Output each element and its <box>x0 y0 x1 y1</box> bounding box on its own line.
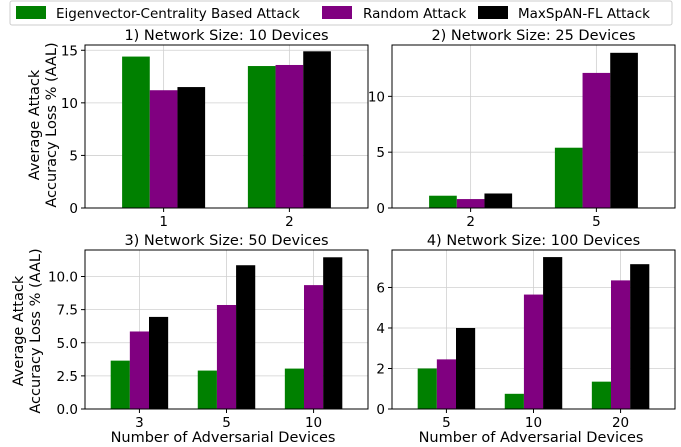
plot-frame <box>391 44 676 209</box>
bar-eigenvector-5 <box>554 147 583 208</box>
xlabel-right: Number of Adversarial Devices <box>419 430 644 446</box>
plot-frame <box>84 44 369 209</box>
bar-eigenvector-2 <box>247 66 276 208</box>
legend-label-random: Random Attack <box>363 6 466 22</box>
bar-maxspan-1 <box>177 87 206 208</box>
bar-random-20 <box>610 280 631 409</box>
legend-swatch-eigenvector <box>16 6 46 19</box>
bar-eigenvector-20 <box>591 381 611 409</box>
ytick-label: 7.5 <box>57 303 78 319</box>
bar-eigenvector-5 <box>417 368 437 409</box>
ytick-label: 2.5 <box>57 369 78 385</box>
bar-eigenvector-5 <box>197 370 217 409</box>
ytick-label: 5 <box>376 145 385 161</box>
bar-eigenvector-10 <box>504 393 524 409</box>
ytick-label: 4 <box>376 321 385 337</box>
bar-maxspan-2 <box>303 51 331 208</box>
panel-network-50: 0.0 2.5 5.0 7.5 10.0 3 5 10 3) Network Size: 50 … <box>48 233 369 431</box>
bar-maxspan-10 <box>543 257 563 409</box>
xtick-label: 2 <box>466 214 475 230</box>
ylabel-top: Average Attack Accuracy Loss % (AAL) <box>27 42 60 207</box>
legend: Eigenvector-Centrality Based Attack Rand… <box>9 0 673 26</box>
bar-random-10 <box>523 294 544 409</box>
xtick-label: 1 <box>159 214 168 230</box>
ytick-label: 5.0 <box>57 336 78 352</box>
ylabel-bottom: Average Attack Accuracy Loss % (AAL) <box>11 248 44 413</box>
bar-random-1 <box>149 90 178 208</box>
bar-random-10 <box>303 285 324 409</box>
panel-network-10: 0 5 10 15 1 2 1) Network Size: 10 Devices <box>61 28 369 230</box>
xtick-label: 5 <box>592 214 601 230</box>
panel-network-100: 0 2 4 6 5 10 20 4) Network Size: 100 Devices <box>376 233 676 431</box>
bar-random-5 <box>436 359 457 409</box>
bar-maxspan-5 <box>236 265 256 409</box>
ytick-label: 0 <box>376 201 385 217</box>
bar-maxspan-3 <box>149 316 169 409</box>
bar-random-3 <box>129 331 150 409</box>
bar-eigenvector-3 <box>110 360 130 409</box>
bar-random-5 <box>216 304 237 409</box>
xtick-label: 10 <box>305 415 322 431</box>
bar-maxspan-5 <box>456 327 476 409</box>
bar-random-2 <box>275 64 304 208</box>
panel-title: 3) Network Size: 50 Devices <box>124 233 328 249</box>
panel-network-25: 0 5 10 2 5 2) Network Size: 25 Devices <box>368 28 676 230</box>
ytick-label: 0 <box>69 201 78 217</box>
xtick-label: 3 <box>135 415 144 431</box>
legend-label-eigenvector: Eigenvector-Centrality Based Attack <box>56 6 300 22</box>
bar-eigenvector-10 <box>284 368 304 409</box>
legend-swatch-maxspan <box>478 6 508 19</box>
bar-eigenvector-1 <box>122 56 150 208</box>
bar-eigenvector-2 <box>429 195 457 208</box>
ylabel-top-line1: Average Attack <box>27 69 43 180</box>
legend-swatch-random <box>322 6 352 19</box>
ytick-label: 5 <box>69 148 78 164</box>
xlabel-left: Number of Adversarial Devices <box>111 430 336 446</box>
ytick-label: 15 <box>61 43 78 59</box>
ylabel-bottom-line2: Accuracy Loss % (AAL) <box>28 248 44 413</box>
bar-maxspan-10 <box>323 257 343 409</box>
ytick-label: 6 <box>376 280 385 296</box>
xtick-label: 20 <box>612 415 629 431</box>
xtick-label: 5 <box>222 415 231 431</box>
ytick-label: 0.0 <box>57 402 78 418</box>
panel-title: 2) Network Size: 25 Devices <box>431 28 635 44</box>
bar-random-2 <box>456 199 485 208</box>
ytick-label: 10 <box>368 89 385 105</box>
ytick-label: 10.0 <box>48 270 78 286</box>
ytick-label: 0 <box>376 402 385 418</box>
panel-title: 1) Network Size: 10 Devices <box>124 28 328 44</box>
legend-label-maxspan: MaxSpAN-FL Attack <box>518 6 650 22</box>
xtick-label: 10 <box>525 415 542 431</box>
panel-title: 4) Network Size: 100 Devices <box>427 233 640 249</box>
ytick-label: 2 <box>376 361 385 377</box>
bar-maxspan-20 <box>630 264 650 409</box>
xtick-label: 2 <box>285 214 294 230</box>
ytick-label: 10 <box>61 96 78 112</box>
bar-random-5 <box>582 72 611 209</box>
bar-maxspan-2 <box>484 193 513 208</box>
ylabel-top-line2: Accuracy Loss % (AAL) <box>44 42 60 207</box>
bar-maxspan-5 <box>610 52 638 209</box>
xtick-label: 5 <box>442 415 451 431</box>
ylabel-bottom-line1: Average Attack <box>11 275 27 386</box>
